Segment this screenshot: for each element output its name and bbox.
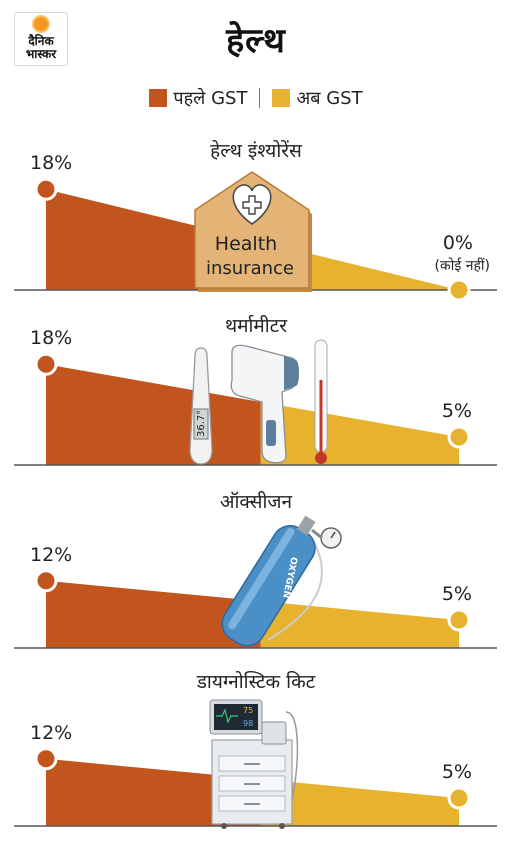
legend: पहले GST अब GST [0, 86, 512, 110]
thermo-reading: 36.7° [196, 410, 207, 437]
value-label-before: 18% [30, 327, 72, 349]
brand-logo: दैनिक भास्कर [14, 12, 68, 66]
legend-swatch-before [149, 89, 168, 107]
infrared-thermometer [230, 344, 299, 464]
area-after [260, 779, 459, 826]
value-label-after: 5% [442, 400, 472, 422]
illustration-text-1: Health [215, 233, 277, 255]
brand-line1: दैनिक [28, 34, 54, 48]
value-label-before: 12% [30, 722, 72, 744]
legend-divider [259, 88, 261, 108]
point-before [34, 747, 58, 771]
cart-wheel [221, 823, 227, 829]
point-after [447, 786, 471, 810]
value-label-after: 0% [443, 232, 473, 254]
monitor-value-2: 98 [243, 719, 253, 728]
value-label-after: 5% [442, 583, 472, 605]
brand-line2: भास्कर [25, 47, 57, 61]
point-after [447, 608, 471, 632]
point-after [447, 425, 471, 449]
legend-label-before: पहले GST [173, 88, 248, 109]
cylinder-highlight [228, 528, 295, 630]
category-label: थर्मामीटर [225, 314, 288, 337]
side-module [261, 721, 287, 745]
page-title: हेल्थ [226, 21, 286, 61]
monitor-value-1: 75 [243, 706, 253, 715]
illustration-text-2: insurance [206, 258, 294, 279]
plus-icon [242, 195, 262, 215]
thermo-screen [193, 408, 209, 440]
point-before [34, 177, 58, 201]
gauge-needle [330, 531, 336, 539]
infrared-grip [266, 420, 276, 446]
probe-cable [285, 711, 299, 801]
oxygen-tube [267, 539, 323, 641]
category-label: ऑक्सीजन [220, 490, 293, 513]
area-before [46, 580, 261, 648]
panel-2: थर्मामीटर 18% 5% 36.7° [14, 314, 497, 466]
panel-1: हेल्थ इंश्योरेंस 18% 0% (कोई नहीं) Health ins… [14, 139, 497, 302]
health-insurance-house-icon: Health insurance [194, 171, 312, 292]
category-label: हेल्थ इंश्योरेंस [210, 139, 303, 162]
mercury-bulb [315, 452, 327, 464]
area-before [46, 758, 261, 826]
cart-wheel [279, 823, 285, 829]
monitor-screen [214, 704, 258, 730]
legend-label-after: अब GST [296, 88, 363, 109]
heart-icon [232, 184, 272, 225]
area-after [260, 402, 459, 465]
infrared-sensor [284, 356, 299, 390]
sun-icon [34, 17, 48, 31]
value-label-after: 5% [442, 761, 472, 783]
digital-thermometer [189, 347, 213, 465]
legend-swatch-after [272, 89, 291, 107]
cylinder-group: OXYGEN [221, 515, 316, 647]
cylinder-valve [296, 515, 316, 536]
regulator [311, 528, 323, 540]
thermometer-icon: 36.7° [189, 339, 328, 465]
point-before [34, 569, 58, 593]
ecg-wave [216, 708, 238, 724]
value-label-before: 18% [30, 152, 72, 174]
area-before [46, 364, 261, 465]
category-label: डायग्नोस्टिक किट [196, 670, 316, 693]
value-note-after: (कोई नहीं) [435, 257, 490, 274]
panel-3: ऑक्सीजन 12% 5% OXYGEN [14, 490, 497, 649]
value-label-before: 12% [30, 544, 72, 566]
oxygen-cylinder-icon: OXYGEN [221, 515, 342, 647]
house-body [194, 171, 310, 289]
point-before [34, 352, 58, 376]
area-after [260, 601, 459, 648]
point-after [447, 278, 471, 302]
